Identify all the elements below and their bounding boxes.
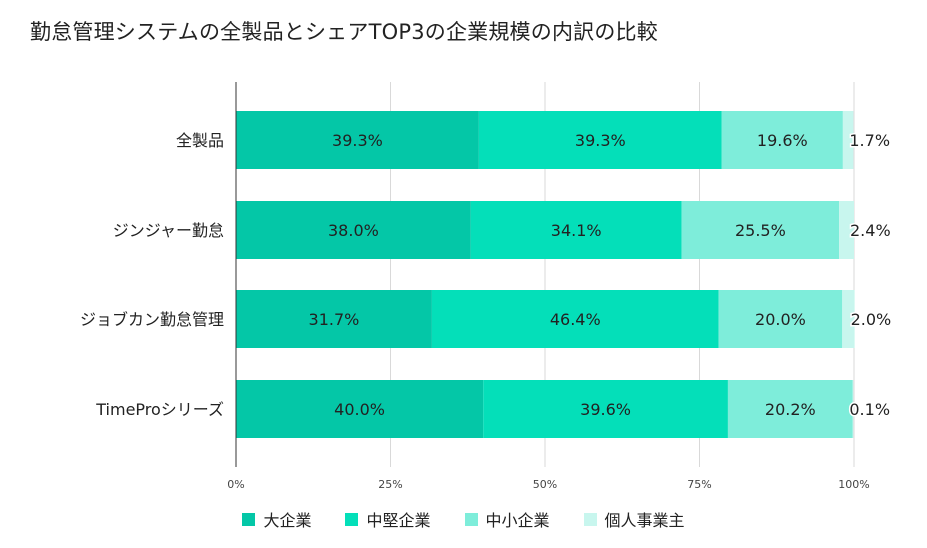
legend-item: 中小企業 [464, 507, 550, 531]
data-label: 39.3% [332, 131, 383, 150]
legend-label: 個人事業主 [604, 511, 685, 530]
bar-segment [721, 111, 843, 169]
data-label: 20.0% [755, 310, 806, 329]
bar-segment [842, 290, 855, 348]
data-label: 40.0% [334, 400, 385, 419]
bar-segment [431, 290, 719, 348]
bar-segment [842, 111, 854, 169]
data-label: 1.7% [849, 131, 890, 150]
chart-title: 勤怠管理システムの全製品とシェアTOP3の企業規模の内訳の比較 [30, 20, 658, 44]
legend-swatch [242, 512, 256, 526]
legend-label: 中小企業 [485, 511, 550, 530]
data-label: 39.3% [575, 131, 626, 150]
bar-segment [483, 380, 728, 438]
bar-segment [839, 201, 854, 259]
data-label: 38.0% [328, 221, 379, 240]
bar-segment [236, 290, 432, 348]
category-label: ジョブカン勤怠管理 [80, 310, 224, 329]
legend-item: 中堅企業 [345, 507, 431, 531]
legend-swatch [583, 512, 597, 526]
data-label: 2.4% [850, 221, 891, 240]
data-label: 0.1% [849, 400, 890, 419]
bar-segment [852, 380, 854, 438]
legend: 大企業 中堅企業 中小企業 個人事業主 [0, 507, 927, 531]
data-label: 20.2% [765, 400, 816, 419]
data-label: 19.6% [757, 131, 808, 150]
legend-item: 大企業 [242, 507, 311, 531]
legend-label: 大企業 [263, 511, 312, 530]
legend-item: 個人事業主 [583, 507, 685, 531]
x-tick-label: 25% [378, 478, 402, 491]
x-tick-label: 100% [838, 478, 869, 491]
x-tick-label: 0% [227, 478, 244, 491]
x-tick-label: 75% [687, 478, 711, 491]
bar-segment [470, 201, 682, 259]
legend-swatch [345, 512, 359, 526]
category-label: 全製品 [176, 131, 224, 150]
legend-swatch [464, 512, 478, 526]
bar-segment [236, 380, 484, 438]
data-label: 39.6% [580, 400, 631, 419]
bar-segment [681, 201, 840, 259]
legend-label: 中堅企業 [366, 511, 431, 530]
category-label: TimeProシリーズ [95, 400, 224, 419]
bar-segment [236, 111, 479, 169]
bar-segment [727, 380, 853, 438]
bar-segment [718, 290, 843, 348]
data-label: 2.0% [851, 310, 892, 329]
data-label: 46.4% [550, 310, 601, 329]
x-tick-label: 50% [533, 478, 557, 491]
data-label: 31.7% [309, 310, 360, 329]
bar-segment [236, 201, 471, 259]
bar-segment [478, 111, 722, 169]
data-label: 34.1% [551, 221, 602, 240]
data-label: 25.5% [735, 221, 786, 240]
category-label: ジンジャー勤怠 [113, 221, 224, 240]
